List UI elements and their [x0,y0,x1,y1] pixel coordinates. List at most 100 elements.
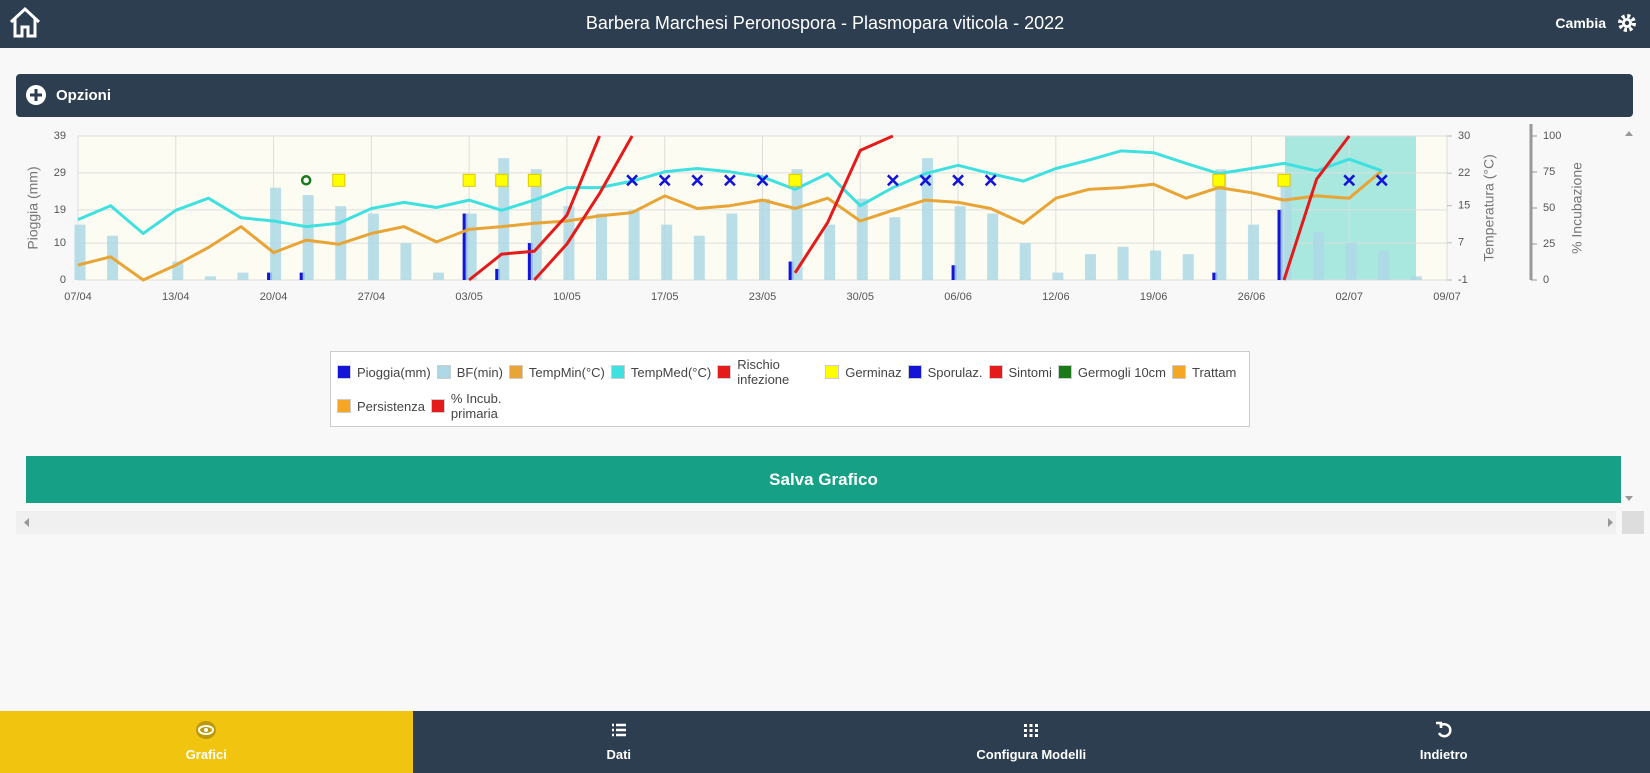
y3-axis-title: % Incubazione [1569,162,1585,254]
legend-item[interactable]: Germinaz [825,364,902,380]
legend-swatch [610,365,625,379]
legend-item[interactable]: Sporulaz. [907,364,983,380]
bar [498,158,510,280]
y-tick-label: 29 [54,167,66,179]
bar [791,169,803,280]
bar [954,206,966,280]
change-button[interactable]: Cambia [1555,15,1606,31]
legend-item[interactable]: Pioggia(mm) [337,365,431,380]
legend-item[interactable]: TempMin(°C) [508,365,605,380]
legend-swatch [717,365,732,379]
legend-item[interactable]: Germogli 10cm [1057,364,1166,380]
legend-label: BF(min) [456,364,503,380]
marker [1277,173,1291,187]
y3-tick-label: 50 [1543,202,1555,214]
bar [1247,224,1259,280]
y-tick-label: 0 [60,274,66,286]
bar [400,243,412,280]
line [77,149,1383,235]
page-title: Barbera Marchesi Peronospora - Plasmopar… [585,13,1065,33]
bar [267,272,273,280]
bar [693,235,705,280]
bar [1313,232,1325,280]
legend-swatch [988,365,1003,379]
legend-item[interactable]: BF(min) [436,364,503,380]
line [77,169,1383,282]
y2-tick-label: 22 [1458,167,1470,179]
options-bar[interactable]: Opzioni [16,74,1633,117]
nav-label: Grafici [185,747,227,762]
marker [1343,174,1356,187]
y2-tick-label: 7 [1458,237,1464,249]
bar [495,268,501,280]
bottom-nav: Grafici Dati Configura Modelli Indietro [0,711,1650,773]
marker [756,174,769,187]
legend-item[interactable]: Trattam [1172,365,1236,380]
y3-tick-label: 75 [1543,166,1555,178]
legend-label: Trattam [1192,364,1237,380]
bar [299,272,305,280]
legend-item[interactable]: TempMed(°C) [610,364,712,380]
options-label: Opzioni [56,87,111,104]
legend-label: Sporulaz. [927,364,983,380]
marker [724,174,736,187]
settings-icon[interactable] [1616,12,1638,34]
chart: Pioggia (mm) Temperatura (°C) % Incubazi… [25,124,1585,303]
marker [527,173,541,187]
line [533,135,1351,282]
legend-item[interactable]: Persistenza [337,399,425,414]
x-tick-label: 06/06 [944,291,972,303]
bar [921,158,933,280]
bar [661,224,673,280]
horizontal-scrollbar[interactable] [16,511,1616,534]
x-tick-label: 02/07 [1335,291,1363,303]
marker [984,174,997,187]
marker [462,173,476,187]
nav-label: Indietro [1419,747,1468,762]
x-tick-label: 26/06 [1238,291,1266,303]
bar [759,198,770,280]
marker [952,174,964,187]
legend-label: Persistenza [357,398,425,414]
nav-tab[interactable]: Configura Modelli [825,711,1238,773]
nav-tab[interactable]: Dati [413,711,826,773]
bar [74,224,86,280]
legend-label: Rischio infezione [737,357,790,387]
bar [433,272,445,280]
legend-swatch [825,365,840,379]
legend-swatch [337,365,351,379]
x-tick-label: 13/04 [162,291,190,303]
home-button[interactable] [8,5,42,39]
bar [1345,243,1357,280]
x-tick-label: 19/06 [1140,291,1168,303]
legend-swatch [1172,365,1186,379]
legend-swatch [907,365,922,379]
save-chart-button[interactable]: Salva Grafico [26,456,1621,503]
marker [300,175,312,186]
legend-label: Germogli 10cm [1077,364,1166,380]
nav-tab[interactable]: Indietro [1238,711,1650,773]
legend-label: Germinaz [845,364,902,380]
legend-label: TempMed(°C) [630,364,712,380]
bar [1277,209,1283,280]
marker [626,174,639,187]
legend-item[interactable]: Rischio infezione [717,357,819,387]
bar [951,265,957,280]
legend-item[interactable]: Sintomi [988,365,1052,380]
legend-item[interactable]: % Incub. primaria [430,391,533,421]
marker [332,173,346,187]
legend-swatch [436,365,451,379]
top-bar: Barbera Marchesi Peronospora - Plasmopar… [0,0,1650,48]
marker [1375,174,1388,187]
bar [1182,254,1194,280]
bar [987,213,999,280]
bar [1215,169,1227,280]
y2-tick-label: 30 [1458,130,1470,142]
nav-tab[interactable]: Grafici [0,711,413,773]
bar [1280,176,1292,280]
vertical-scrollbar[interactable] [1622,126,1636,506]
x-tick-label: 03/05 [455,291,483,303]
bar [726,213,738,280]
marker [886,174,899,187]
scroll-corner [1622,511,1644,534]
